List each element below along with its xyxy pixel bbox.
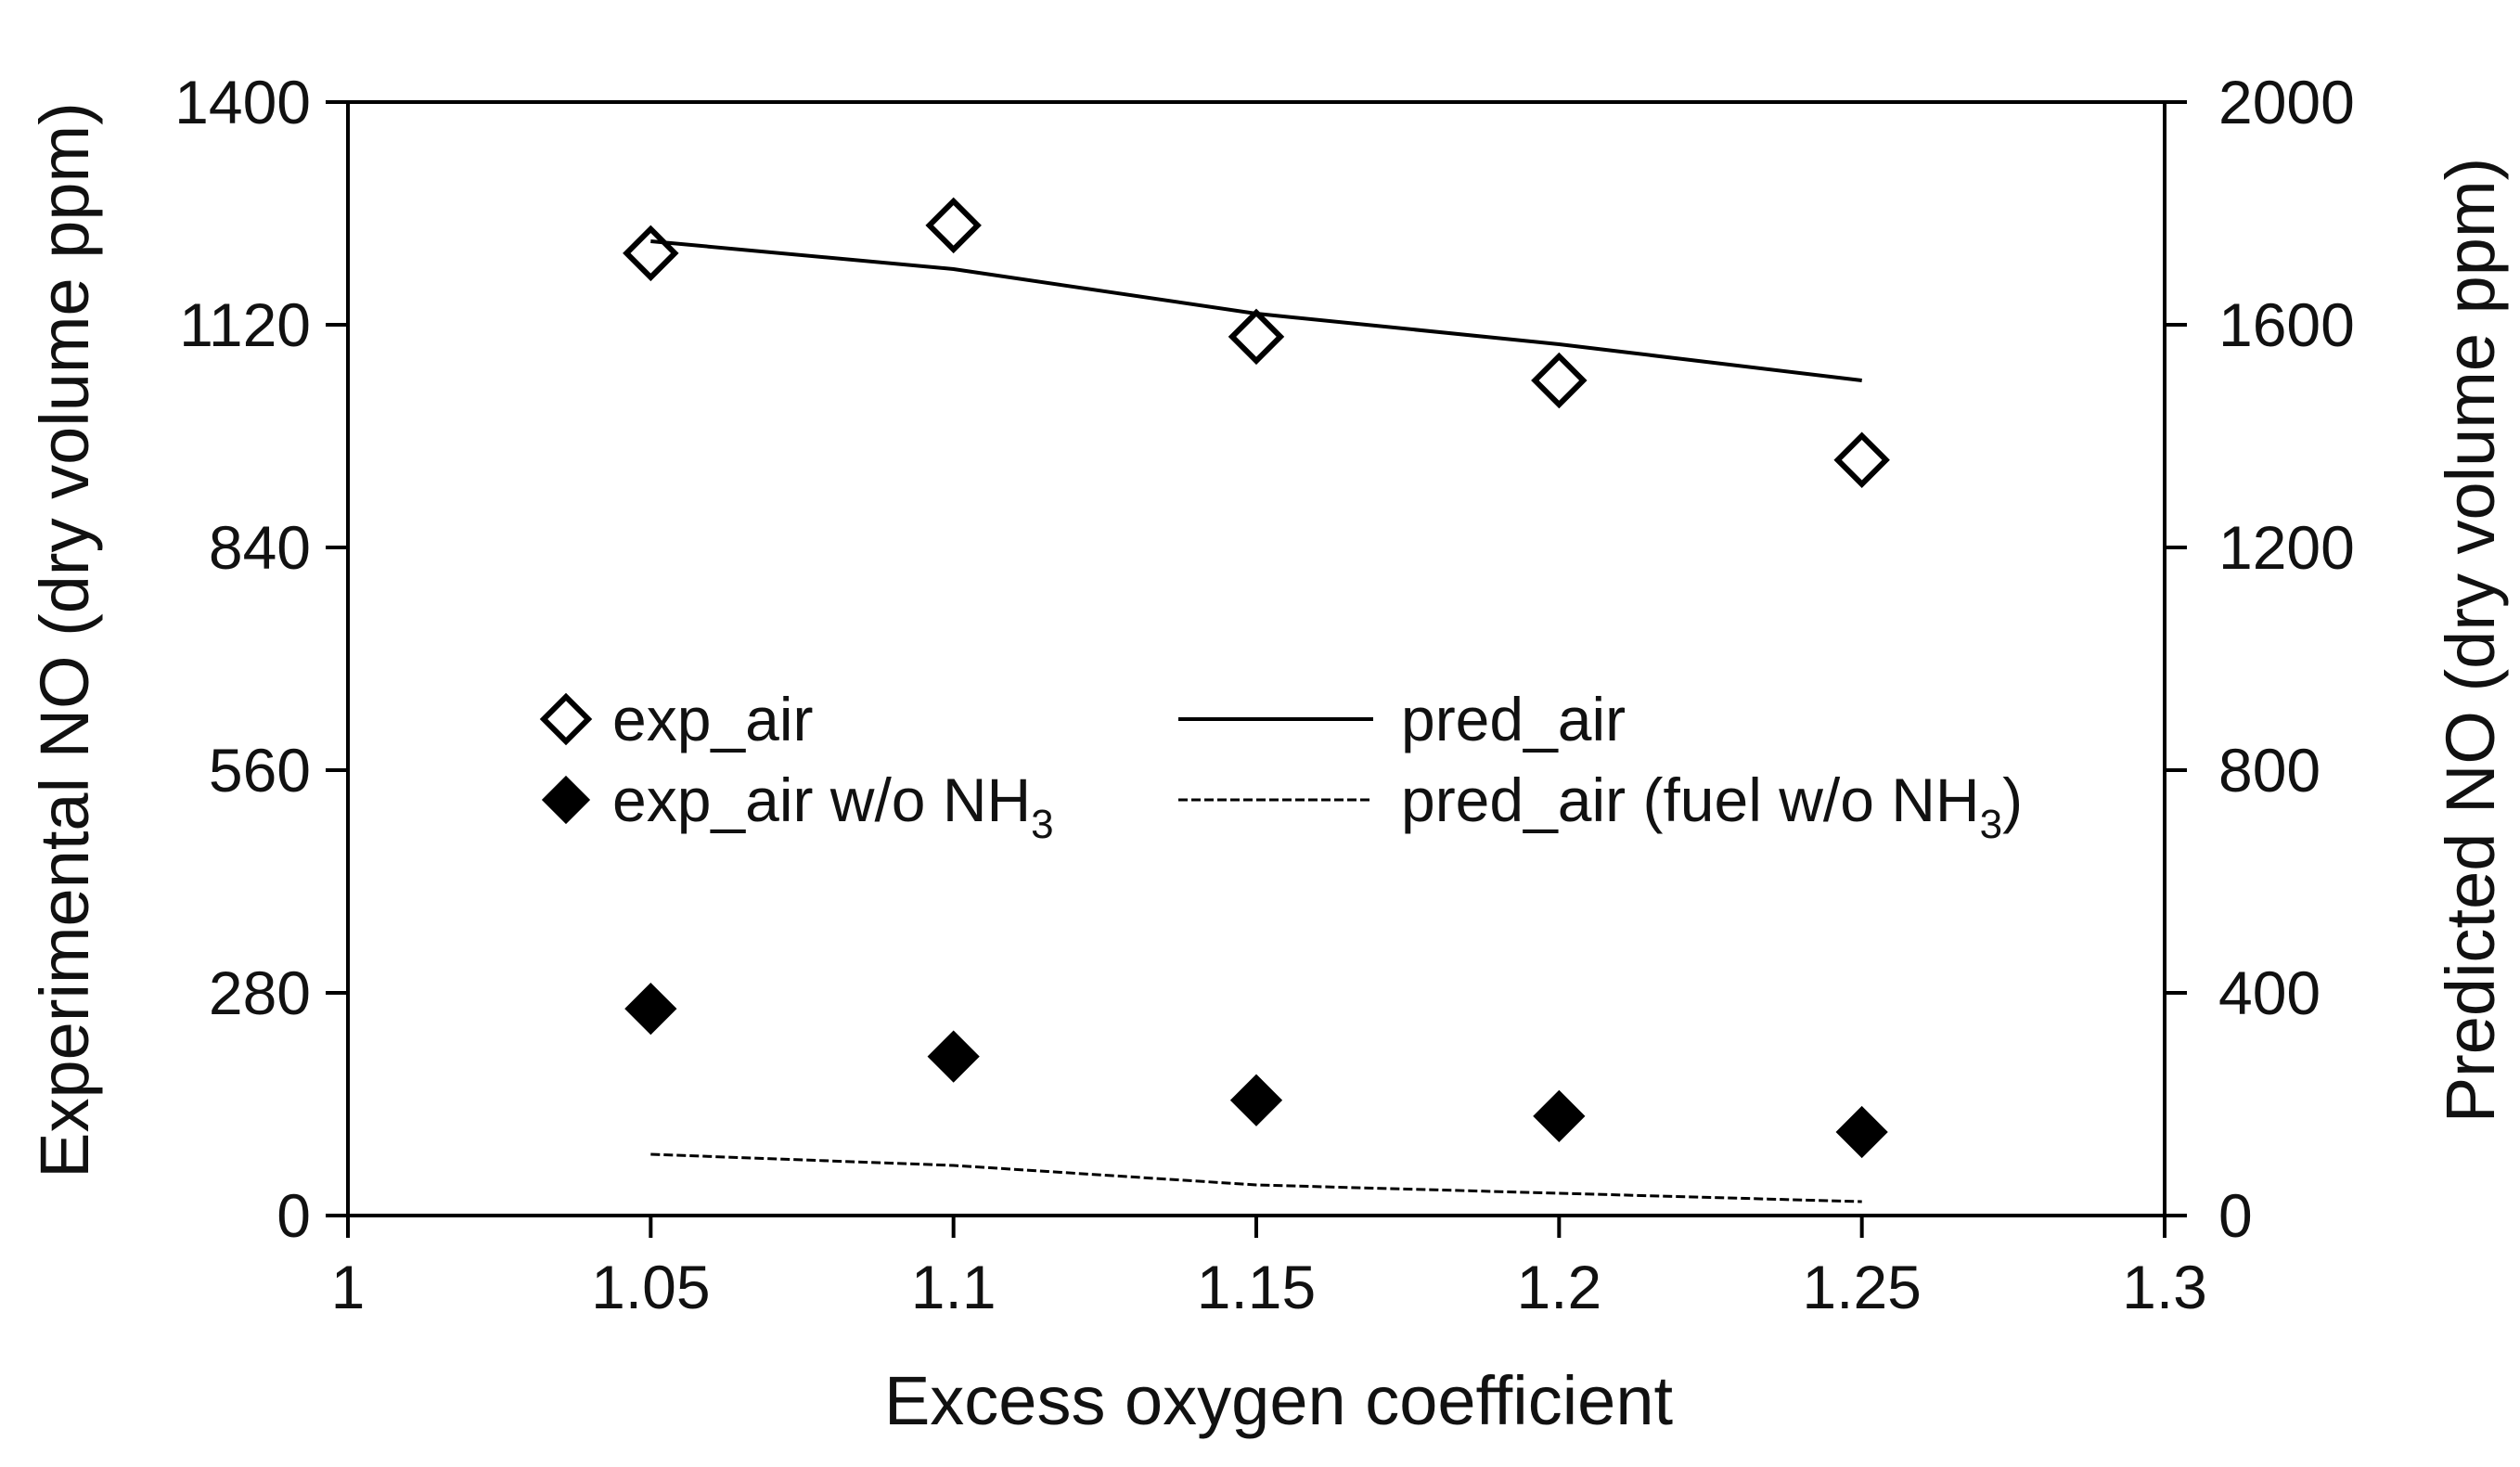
series-line-3 — [650, 1152, 1862, 1203]
legend-text: exp_air w/o NH — [612, 766, 1031, 834]
legend-subscript: 3 — [1980, 802, 2002, 847]
x-tick-label: 1.25 — [1802, 1253, 1921, 1321]
legend-marker-0 — [539, 692, 593, 746]
axes: 1 1.05 1.1 1.15 1.2 1.25 1.3028056084011201400… — [174, 68, 2355, 1321]
y-right-tick-label: 2000 — [2218, 68, 2355, 136]
y-right-tick-label: 1600 — [2218, 290, 2355, 359]
legend-marker-1 — [541, 775, 591, 825]
data-point-series-1 — [1533, 1089, 1586, 1142]
data-point-series-1 — [1229, 1074, 1283, 1126]
legend-text: pred_air — [1401, 685, 1626, 753]
x-tick-label: 1.15 — [1197, 1253, 1316, 1321]
legend-subscript: 3 — [1031, 802, 1053, 847]
legend-tail: ) — [2002, 766, 2023, 834]
legend-label-1: exp_air w/o NH3 — [612, 766, 1054, 847]
y-left-tick-label: 560 — [209, 736, 311, 804]
x-tick-label: 1.2 — [1516, 1253, 1601, 1321]
series-line-2 — [650, 239, 1862, 382]
y-axis-left-title: Experimental NO (dry volume ppm) — [26, 102, 103, 1178]
y-left-tick-label: 1400 — [174, 68, 311, 136]
y-right-tick-label: 1200 — [2218, 513, 2355, 582]
data-point-series-0 — [925, 197, 982, 254]
x-tick-label: 1.3 — [2122, 1253, 2207, 1321]
x-tick-label: 1.05 — [591, 1253, 710, 1321]
legend-label-2: pred_air — [1401, 685, 1626, 753]
x-axis-title: Excess oxygen coefficient — [884, 1362, 1674, 1439]
legend-text: pred_air (fuel w/o NH — [1401, 766, 1980, 834]
data-point-series-1 — [927, 1030, 980, 1083]
series-layer — [623, 197, 1890, 1203]
data-point-series-0 — [1833, 431, 1890, 488]
data-point-series-0 — [1531, 352, 1588, 409]
data-point-series-1 — [624, 983, 677, 1036]
y-left-tick-label: 840 — [209, 513, 311, 582]
y-left-tick-label: 1120 — [179, 290, 311, 359]
y-right-tick-label: 800 — [2218, 736, 2321, 804]
x-tick-label: 1 — [331, 1253, 366, 1321]
y-right-tick-label: 0 — [2218, 1181, 2253, 1250]
data-point-series-1 — [1835, 1105, 1888, 1159]
y-left-tick-label: 280 — [209, 959, 311, 1027]
legend-label-3: pred_air (fuel w/o NH3) — [1401, 766, 2023, 847]
y-right-tick-label: 400 — [2218, 959, 2321, 1027]
legend-text: exp_air — [612, 685, 813, 753]
y-axis-right-title: Predicted NO (dry volume ppm) — [2432, 158, 2509, 1123]
y-left-tick-label: 0 — [276, 1181, 311, 1250]
legend-label-0: exp_air — [612, 685, 813, 753]
data-point-series-0 — [1228, 308, 1285, 366]
x-tick-label: 1.1 — [911, 1253, 996, 1321]
